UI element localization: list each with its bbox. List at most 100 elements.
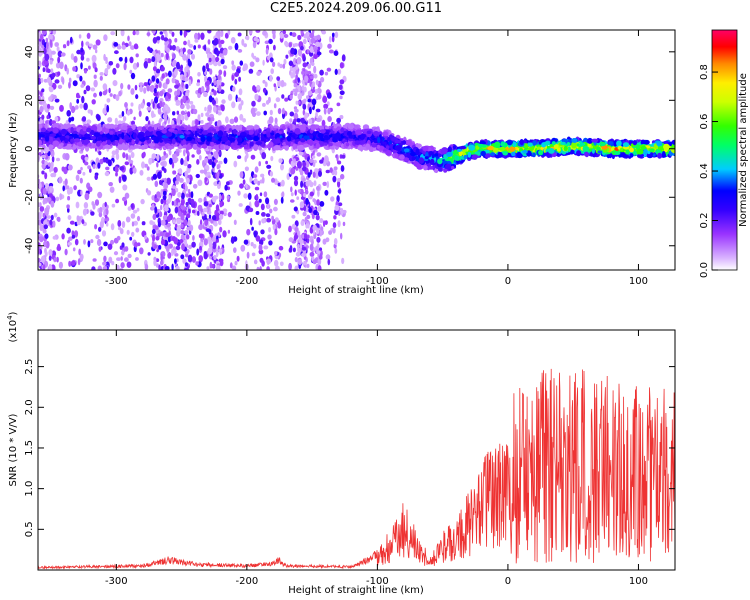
noise-speck (38, 257, 41, 263)
noise-speck (300, 180, 304, 188)
ridge-speck (38, 134, 45, 138)
noise-speck (40, 255, 46, 264)
noise-speck (312, 198, 316, 203)
noise-speck (40, 33, 44, 41)
noise-speck (48, 182, 54, 188)
noise-speck (292, 158, 296, 163)
noise-speck (297, 48, 302, 57)
noise-speck (105, 166, 110, 171)
noise-speck (297, 34, 302, 41)
noise-speck (158, 264, 161, 270)
noise-speck (121, 44, 126, 50)
noise-speck (228, 45, 233, 50)
noise-speck (44, 53, 50, 61)
noise-speck (49, 59, 53, 65)
noise-speck (162, 215, 167, 221)
noise-speck (156, 191, 161, 198)
noise-speck (123, 62, 127, 71)
noise-speck (144, 263, 149, 270)
noise-speck (38, 60, 42, 66)
noise-speck (48, 249, 53, 257)
noise-speck (252, 85, 256, 92)
noise-speck (174, 90, 178, 97)
noise-speck (251, 52, 255, 58)
noise-speck (236, 255, 240, 262)
noise-speck (207, 104, 213, 112)
noise-speck (307, 98, 312, 103)
noise-speck (218, 248, 223, 253)
noise-speck (233, 160, 238, 168)
noise-speck (85, 85, 91, 92)
noise-speck (184, 230, 189, 235)
noise-speck (160, 253, 163, 262)
noise-speck (173, 199, 177, 207)
noise-speck (341, 257, 345, 265)
noise-speck (124, 161, 129, 166)
noise-speck (268, 227, 272, 233)
noise-speck (89, 168, 92, 173)
noise-speck (122, 196, 127, 202)
noise-speck (303, 98, 307, 103)
noise-speck (311, 155, 316, 159)
noise-speck (53, 257, 57, 262)
noise-speck (134, 84, 138, 91)
noise-speck (319, 218, 324, 224)
noise-speck (237, 190, 241, 196)
noise-speck (187, 219, 191, 227)
noise-speck (193, 108, 198, 115)
noise-speck (175, 79, 180, 85)
noise-speck (91, 54, 97, 63)
noise-speck (313, 53, 318, 60)
noise-speck (83, 239, 86, 245)
noise-speck (303, 240, 307, 245)
noise-speck (324, 155, 329, 163)
noise-speck (171, 188, 176, 197)
noise-speck (216, 165, 220, 170)
noise-speck (241, 38, 245, 46)
noise-speck (180, 158, 184, 165)
noise-speck (162, 30, 167, 34)
noise-speck (127, 206, 132, 211)
noise-speck (106, 222, 109, 227)
noise-speck (265, 100, 270, 105)
noise-speck (107, 159, 112, 167)
noise-speck (222, 208, 228, 214)
noise-speck (328, 36, 332, 43)
noise-speck (68, 77, 72, 83)
noise-speck (213, 105, 217, 113)
noise-speck (46, 42, 49, 50)
noise-speck (269, 109, 273, 116)
noise-speck (313, 209, 318, 216)
noise-speck (154, 225, 159, 230)
noise-speck (40, 148, 44, 155)
noise-speck (180, 64, 184, 70)
noise-speck (115, 94, 120, 101)
noise-speck (80, 189, 83, 196)
noise-speck (155, 84, 159, 89)
ridge-speck (177, 145, 183, 150)
noise-speck (184, 170, 188, 177)
noise-speck (153, 259, 157, 267)
noise-speck (67, 195, 71, 201)
noise-speck (316, 236, 321, 243)
noise-speck (146, 106, 152, 111)
noise-speck (46, 196, 52, 202)
noise-speck (288, 237, 294, 243)
noise-speck (142, 151, 146, 158)
noise-speck (54, 98, 60, 103)
noise-speck (165, 103, 168, 111)
noise-speck (86, 32, 91, 40)
noise-speck (203, 91, 208, 98)
noise-speck (333, 50, 339, 56)
noise-speck (48, 255, 52, 261)
noise-speck (255, 193, 259, 200)
noise-speck (149, 220, 154, 225)
noise-speck (80, 166, 83, 171)
noise-speck (296, 161, 302, 169)
noise-speck (133, 220, 139, 226)
noise-speck (336, 117, 341, 124)
noise-speck (274, 217, 279, 223)
noise-speck (172, 59, 177, 67)
noise-speck (153, 87, 157, 94)
noise-speck (163, 111, 168, 118)
